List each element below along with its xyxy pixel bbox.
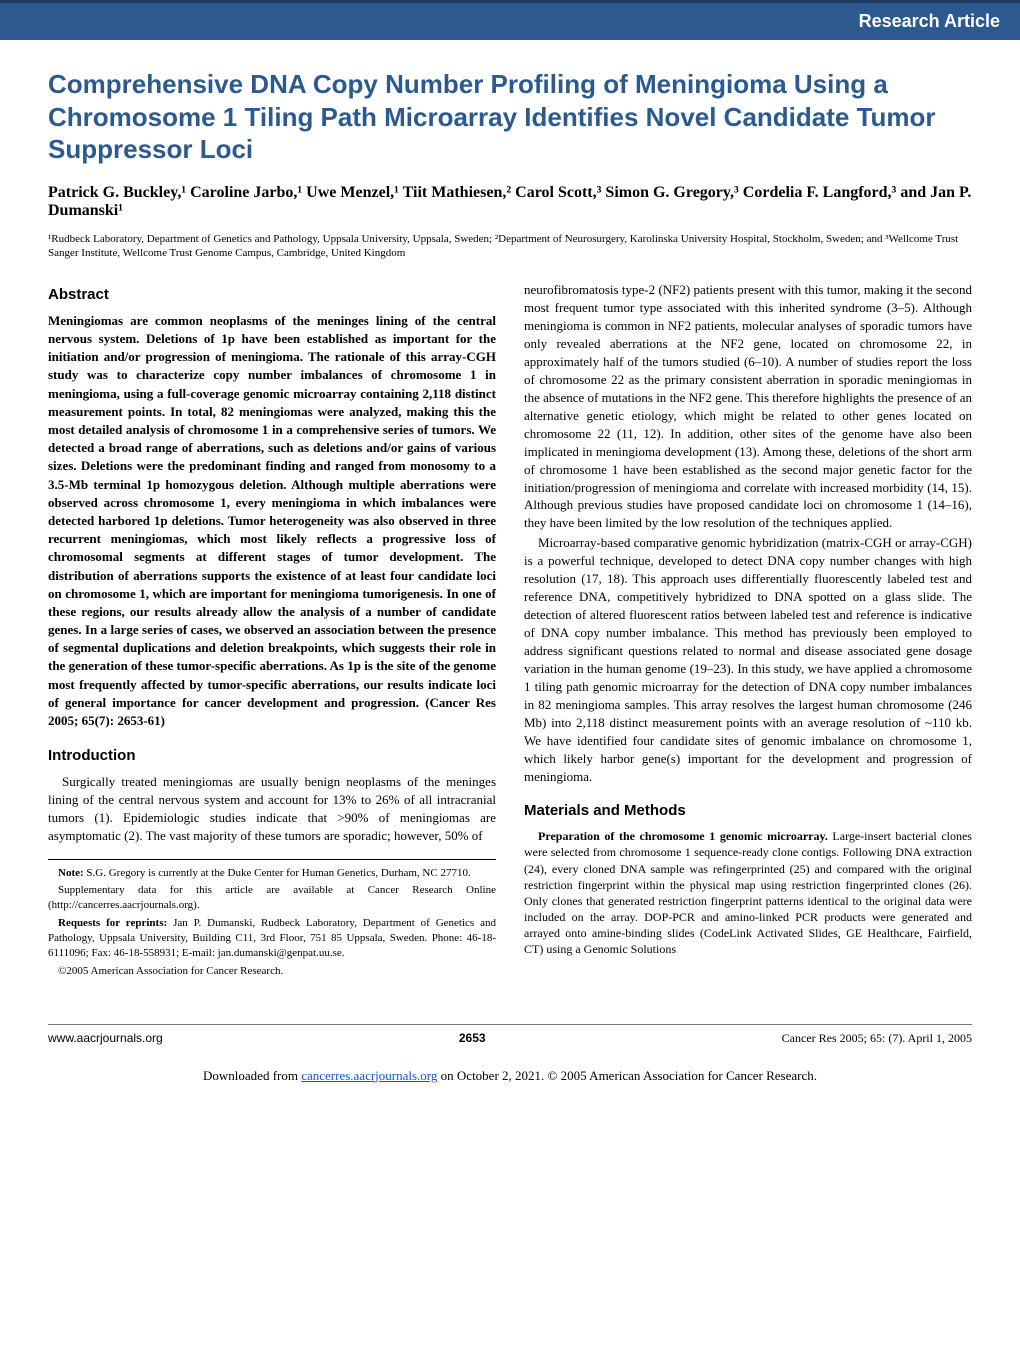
intro-p1-right: neurofibromatosis type-2 (NF2) patients … (524, 281, 972, 532)
materials-body: Large-insert bacterial clones were selec… (524, 829, 972, 956)
download-link[interactable]: cancerres.aacrjournals.org (301, 1068, 437, 1083)
footer-rule (48, 1024, 972, 1025)
footer-page-number: 2653 (459, 1031, 486, 1046)
page-content: Comprehensive DNA Copy Number Profiling … (0, 40, 1020, 1002)
affiliations: ¹Rudbeck Laboratory, Department of Genet… (48, 232, 972, 262)
article-type-label: Research Article (859, 11, 1000, 32)
download-suffix: on October 2, 2021. © 2005 American Asso… (437, 1068, 817, 1083)
page-footer: www.aacrjournals.org 2653 Cancer Res 200… (0, 1031, 1020, 1058)
left-column: Abstract Meningiomas are common neoplasm… (48, 281, 496, 981)
intro-p1-left: Surgically treated meningiomas are usual… (48, 773, 496, 845)
footer-url: www.aacrjournals.org (48, 1031, 163, 1046)
materials-paragraph: Preparation of the chromosome 1 genomic … (524, 828, 972, 958)
author-list: Patrick G. Buckley,¹ Caroline Jarbo,¹ Uw… (48, 184, 972, 220)
two-column-body: Abstract Meningiomas are common neoplasm… (48, 281, 972, 981)
note-supplementary: Supplementary data for this article are … (48, 883, 496, 913)
note-copyright: ©2005 American Association for Cancer Re… (48, 964, 496, 979)
note-gregory: Note: S.G. Gregory is currently at the D… (48, 866, 496, 881)
introduction-heading: Introduction (48, 746, 496, 767)
intro-p2: Microarray-based comparative genomic hyb… (524, 534, 972, 785)
download-prefix: Downloaded from (203, 1068, 301, 1083)
article-title: Comprehensive DNA Copy Number Profiling … (48, 68, 972, 166)
download-notice: Downloaded from cancerres.aacrjournals.o… (0, 1058, 1020, 1094)
header-bar: Research Article (0, 0, 1020, 40)
abstract-text: Meningiomas are common neoplasms of the … (48, 312, 496, 730)
footer-citation: Cancer Res 2005; 65: (7). April 1, 2005 (782, 1031, 972, 1046)
footnotes-block: Note: S.G. Gregory is currently at the D… (48, 859, 496, 979)
note-reprints: Requests for reprints: Jan P. Dumanski, … (48, 916, 496, 961)
materials-heading: Materials and Methods (524, 801, 972, 822)
right-column: neurofibromatosis type-2 (NF2) patients … (524, 281, 972, 981)
abstract-heading: Abstract (48, 285, 496, 306)
materials-lead: Preparation of the chromosome 1 genomic … (538, 829, 828, 843)
